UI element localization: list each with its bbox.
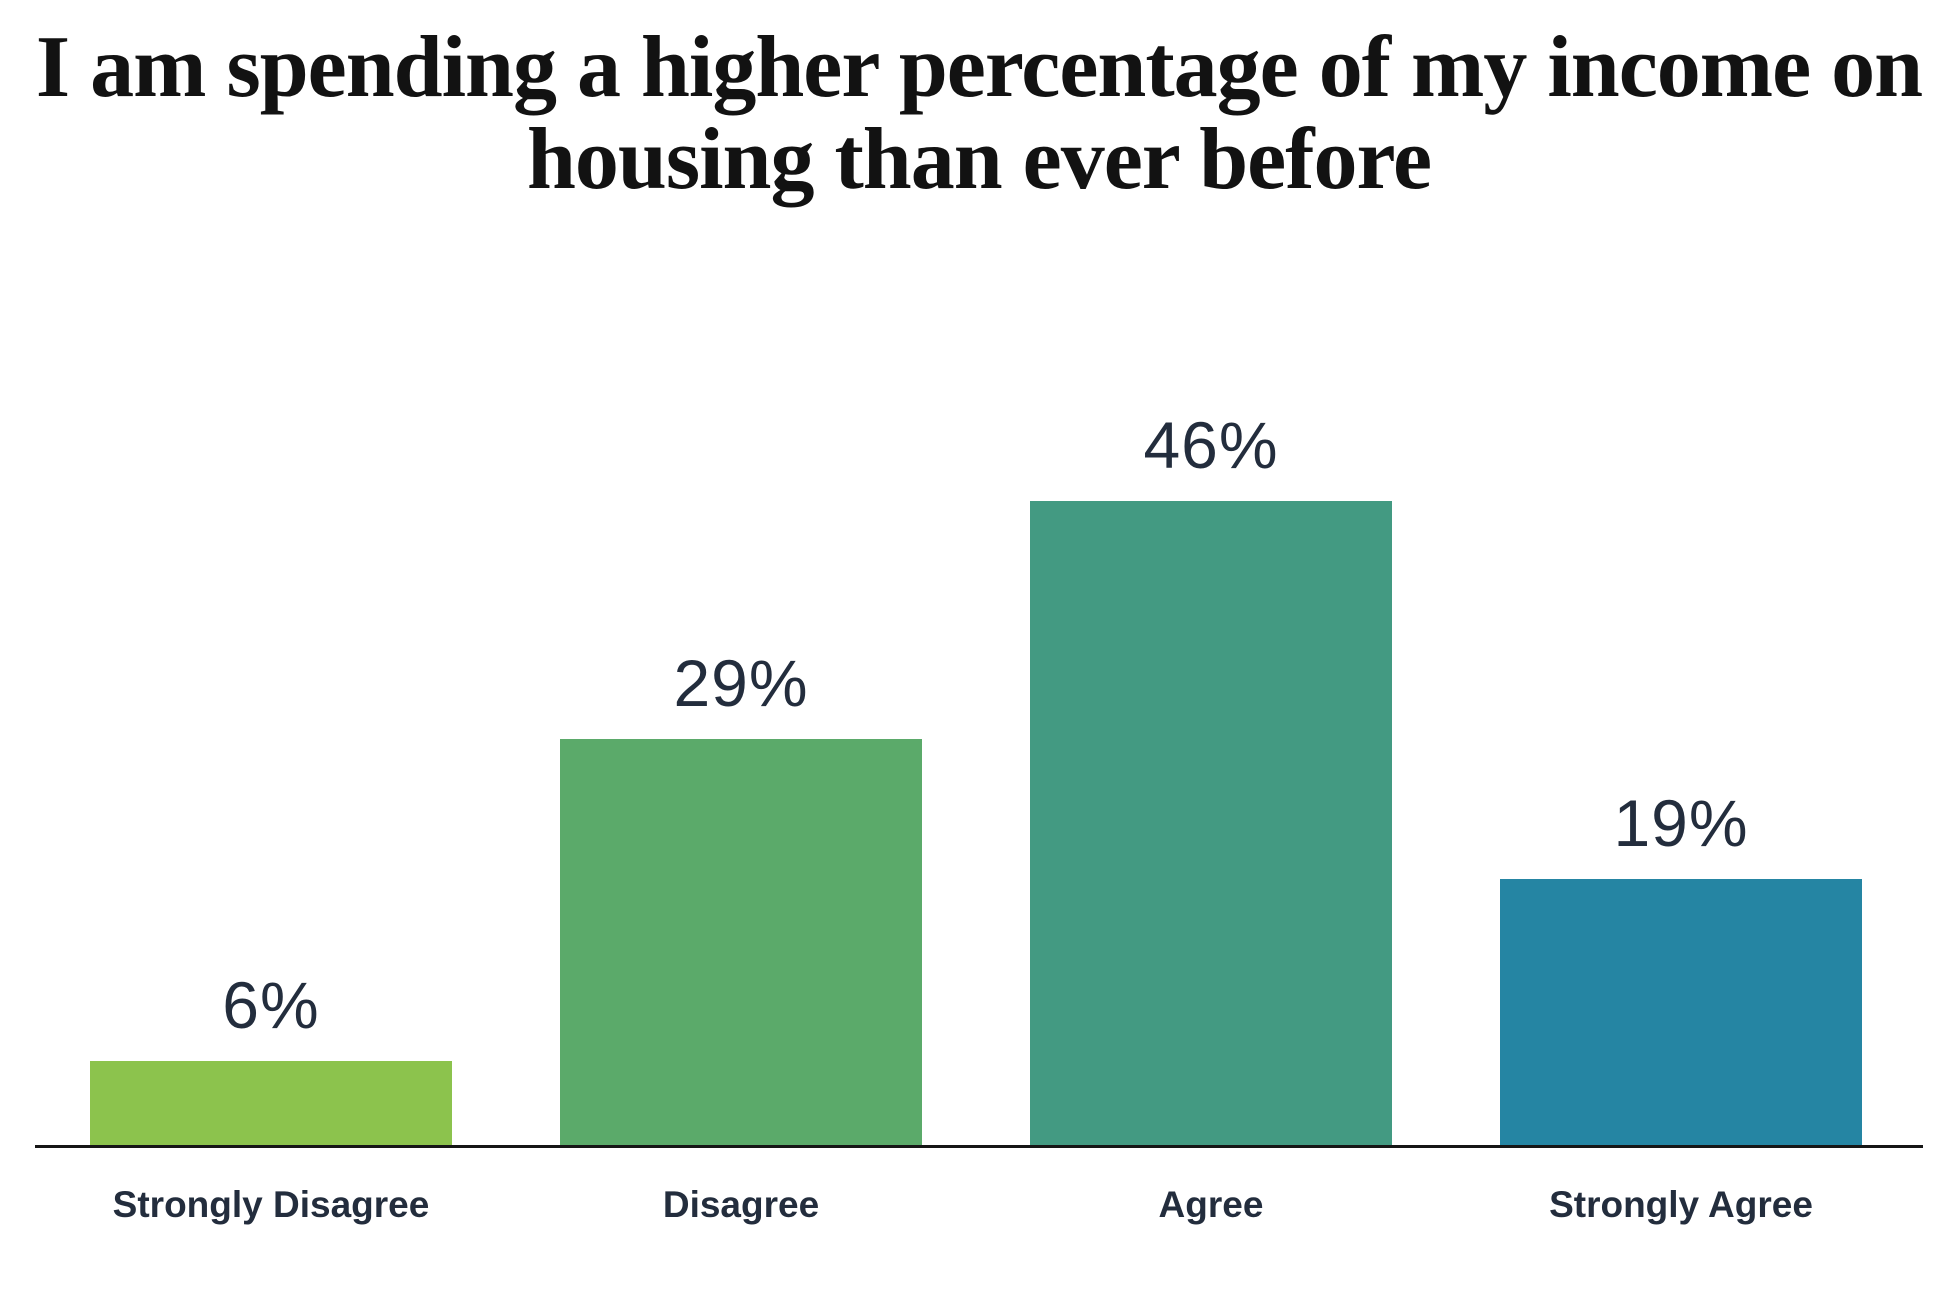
bar-value-label: 46% (1143, 407, 1279, 482)
bar-strongly-agree (1500, 878, 1862, 1145)
x-axis-label-strongly-disagree: Strongly Disagree (112, 1183, 430, 1225)
plot-area: 6% 29% 46% 19% Strongly Disagree Disagre… (35, 405, 1923, 1226)
x-axis-labels: Strongly Disagree Disagree Agree Strongl… (35, 1184, 1923, 1226)
x-axis-label-agree: Agree (1158, 1183, 1264, 1225)
bar-group-strongly-agree: 19% (1500, 785, 1862, 1145)
chart-title: I am spending a higher percentage of my … (35, 19, 1923, 209)
x-axis-label-disagree: Disagree (662, 1183, 820, 1225)
bar-agree (1030, 500, 1392, 1145)
bar-value-label: 19% (1613, 785, 1749, 860)
bar-group-disagree: 29% (560, 645, 922, 1145)
bar-strongly-disagree (90, 1060, 452, 1145)
bar-value-label: 29% (673, 645, 809, 720)
x-axis-label-strongly-agree: Strongly Agree (1549, 1183, 1813, 1225)
bar-group-agree: 46% (1030, 407, 1392, 1145)
bar-group-strongly-disagree: 6% (90, 967, 452, 1145)
bar-disagree (560, 738, 922, 1145)
bar-value-label: 6% (222, 967, 320, 1042)
bars-row: 6% 29% 46% 19% (35, 405, 1923, 1148)
